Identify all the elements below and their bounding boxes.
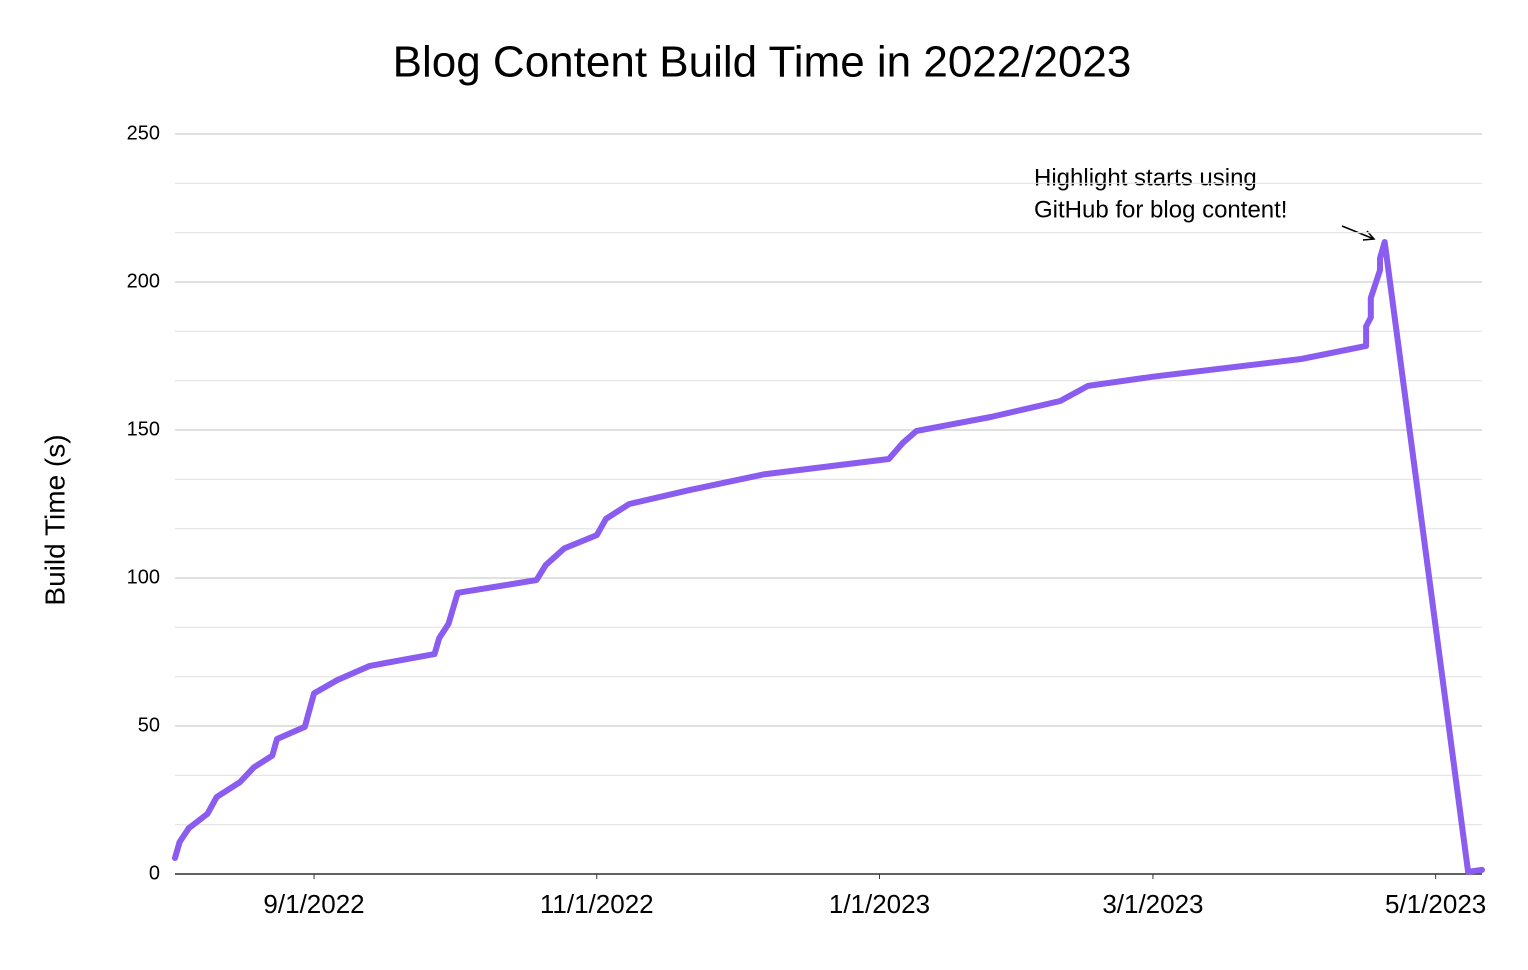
x-tick-label: 9/1/2022 [263,889,364,919]
y-tick-label: 250 [127,122,160,144]
y-tick-label: 50 [138,714,160,736]
x-tick-label: 3/1/2023 [1102,889,1203,919]
y-tick-label: 200 [127,270,160,292]
annotation: GitHub for blog content! [1034,196,1287,223]
x-tick-label: 5/1/2023 [1385,889,1486,919]
y-tick-label: 100 [127,566,160,588]
y-tick-label: 0 [149,862,160,884]
y-axis-label: Build Time (s) [39,434,70,605]
x-tick-label: 11/1/2022 [540,889,654,919]
annotation: Highlight starts using [1034,164,1257,191]
chart-title: Blog Content Build Time in 2022/2023 [393,38,1132,87]
x-tick-label: 1/1/2023 [829,889,930,919]
y-tick-label: 150 [127,418,160,440]
data-line [172,239,1485,875]
